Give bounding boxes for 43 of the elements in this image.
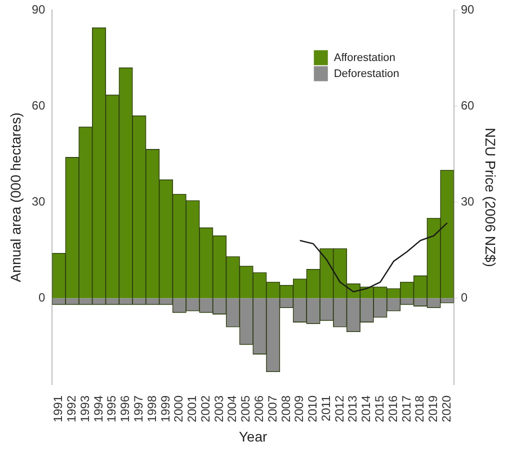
legend-label: Afforestation bbox=[334, 52, 396, 64]
x-tick-label: 2006 bbox=[252, 395, 266, 422]
x-tick-label: 2016 bbox=[386, 395, 400, 422]
x-tick-label: 2000 bbox=[172, 395, 186, 422]
x-tick-label: 2020 bbox=[439, 395, 454, 422]
x-tick-label: 1994 bbox=[91, 395, 106, 422]
y-axis-title: Annual area (000 hectares) bbox=[7, 112, 24, 282]
x-tick-label: 1999 bbox=[158, 395, 172, 422]
y2-tick-label: 0 bbox=[460, 290, 468, 304]
x-tick-label: 1993 bbox=[78, 395, 92, 422]
x-tick-label: 2014 bbox=[359, 395, 374, 422]
x-tick-label: 2009 bbox=[292, 395, 306, 422]
y2-tick-label: 30 bbox=[460, 194, 475, 208]
x-tick-label: 2008 bbox=[278, 395, 293, 422]
x-tick-label: 2003 bbox=[212, 395, 226, 422]
x-tick-label: 2012 bbox=[332, 395, 346, 422]
x-tick-label: 2001 bbox=[185, 395, 200, 422]
x-tick-label: 2013 bbox=[346, 395, 360, 422]
y-tick-label: 30 bbox=[32, 194, 46, 208]
y-tick-label: 90 bbox=[32, 2, 46, 17]
x-tick-label: 2007 bbox=[265, 395, 280, 422]
x-tick-label: 2018 bbox=[412, 395, 427, 422]
x-tick-label: 2011 bbox=[318, 395, 333, 422]
x-tick-label: 1995 bbox=[104, 395, 119, 422]
x-tick-label: 2015 bbox=[372, 395, 387, 422]
x-tick-label: 1991 bbox=[51, 395, 66, 422]
x-tick-label: 2017 bbox=[399, 395, 414, 422]
y2-tick-label: 60 bbox=[460, 98, 475, 112]
y2-axis-title: NZU Price (2006 NZ$) bbox=[482, 128, 499, 267]
y-tick-label: 60 bbox=[32, 98, 46, 112]
legend-label: Deforestation bbox=[334, 68, 400, 80]
y2-tick-label: 90 bbox=[460, 2, 475, 17]
x-tick-label: 1992 bbox=[64, 395, 79, 422]
x-tick-label: 2010 bbox=[306, 395, 320, 422]
y-tick-label: 0 bbox=[38, 290, 46, 304]
x-tick-label: 1997 bbox=[131, 395, 146, 422]
x-axis-title: Year bbox=[238, 428, 268, 444]
x-tick-label: 2005 bbox=[238, 395, 253, 422]
x-tick-label: 2002 bbox=[198, 395, 212, 422]
x-tick-label: 2019 bbox=[426, 395, 440, 422]
x-tick-label: 1998 bbox=[144, 395, 159, 422]
x-tick-label: 1996 bbox=[118, 395, 132, 422]
x-tick-label: 2004 bbox=[225, 395, 240, 422]
